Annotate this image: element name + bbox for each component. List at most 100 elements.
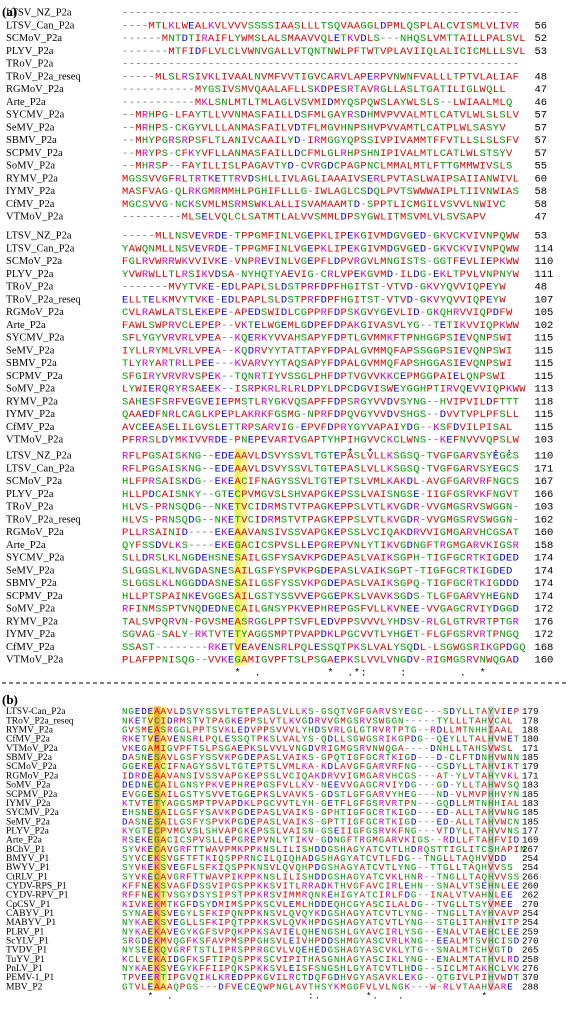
sequence-name: CfMV_P2a (6, 199, 55, 210)
sequence-name: RYMV_P2a (6, 396, 58, 407)
residue-position: 160 (534, 655, 553, 667)
sequence-name: RGMoV_P2a (6, 307, 64, 318)
sequence-name: SCMoV_P2a (6, 33, 62, 44)
residue-position: 265 (522, 945, 539, 956)
sequence: SYVKEKSVEGFLSFKIQSPPKNSVLQVQHPDGSHAGYATC… (122, 862, 513, 873)
sequence-name: Arte_P2a (6, 540, 46, 551)
sequence: EVGGESAILGSTYSVVETGGEPKSLVAVKS-GDSTLGFGA… (122, 789, 519, 800)
residue-position: 288 (522, 981, 539, 992)
residue-position: 171 (522, 770, 539, 781)
sequence: TALSVPQRVN-PGVSMEASRGGLPPTSVFLEDVPPSVVVL… (122, 616, 520, 628)
sequence: SSAST--------RKETVEAVENSRLPQLESSQTPKSLVA… (122, 642, 526, 654)
residue-position: 171 (522, 743, 539, 754)
residue-position: 185 (522, 807, 539, 818)
sequence-name: RYMV_P2a (6, 173, 58, 184)
residue-position: 57 (534, 122, 547, 134)
sequence-name: SoMV_P2a (6, 161, 55, 172)
residue-position: 53 (534, 46, 547, 58)
sequence-name: PLYV_P2a (6, 826, 50, 836)
sequence-name: SCMoV_P2a (6, 256, 62, 267)
sequence-name: TRoV_P2a_reseq (6, 71, 81, 82)
sequence-name: TRoV_P2a (6, 282, 54, 293)
sequence-name: IYMV_P2a (6, 799, 51, 809)
consensus-line: * . :. *. . * (122, 990, 487, 1001)
sequence-name: LTSV_NZ_P2a (6, 231, 72, 242)
sequence-name: CYDV-RPS_P1 (6, 881, 67, 891)
residue-position: 167 (534, 476, 553, 488)
sequence-name: PLYV_P2a (6, 269, 54, 280)
residue-position: 254 (522, 908, 539, 919)
sequence: SAHESFSRFVEGVEIEPMSTLRYGKVQSAPFFDPSRGYVV… (122, 396, 519, 408)
residue-position: 254 (522, 917, 539, 928)
residue-position: 179 (522, 761, 539, 772)
residue-position: 174 (534, 591, 553, 603)
residue-position: 169 (522, 835, 539, 846)
sequence-name: PLRV_P1 (6, 927, 45, 937)
residue-position: 171 (534, 463, 553, 475)
sequence-name: RGMoV_P2a (6, 771, 59, 781)
sequence-name: SCMoV_P2a (6, 476, 62, 487)
sequence-name: TuYV_P1 (6, 955, 45, 965)
residue-position: 57 (534, 135, 547, 147)
residue-position: 115 (534, 371, 553, 383)
sequence: --MRHPG-LFAYTLLVVNMASFAILLDSFMLGAYRSDHMV… (122, 110, 520, 122)
sequence: KIVKEKMTKGFDSYDMIMSPPKSCVLEMLHDDEQHCGYAS… (122, 899, 513, 910)
residue-position: 262 (522, 890, 539, 901)
residue-position: 110 (534, 256, 553, 268)
sequence: AVCEEASELILGVSLETTRPSARVIG-EPVFDPRYGYVAP… (122, 422, 512, 434)
sequence-name: SYCMV_P2a (6, 110, 65, 121)
residue-position: 370 (522, 972, 539, 983)
sequence: --MHRSP--FAYILLISLPAGAVTYD-CVRGDCPAGPNCL… (122, 161, 512, 173)
residue-position: 178 (522, 715, 539, 726)
sequence: VKEGAMIGVPFTSLPSGAEPKSLVVLVNGDVRIGMGSRVN… (122, 743, 513, 754)
residue-position: 102 (534, 320, 553, 332)
residue-position: 177 (522, 825, 539, 836)
residue-position: 115 (534, 409, 553, 421)
sequence-name: RGMoV_P2a (6, 527, 64, 538)
residue-position: 270 (522, 899, 539, 910)
sequence: DASNESAILGSFYSPVKPGDEPASLVAIKS-GPTTIGFGC… (122, 816, 519, 827)
sequence-name: LTSV_Can_P2a (6, 243, 75, 254)
sequence-name: IYMV_P2a (6, 409, 55, 420)
residue-position: 114 (534, 243, 553, 255)
residue-position: 270 (522, 935, 539, 946)
residue-position: 48 (534, 71, 547, 83)
sequence-name: CABYV_P1 (6, 909, 54, 919)
sequence-name: SeMV_P2a (6, 345, 55, 356)
sequence: IDRDEAAVANSIVSSVAPGKEPSSLVCIQAKDRVVIGMGA… (122, 770, 519, 781)
sequence: KYGTECPVMGVSLSHVAPGKEPSSLVAISN-GSEIIGFGS… (122, 825, 520, 836)
sequence-name: CtRLV_P1 (6, 872, 48, 882)
sequence-name: RGMoV_P2a (6, 84, 64, 95)
sequence-name: SoMV_P2a (6, 604, 55, 615)
sequence-name: CYDV-RPV_P1 (6, 891, 69, 901)
sequence-name: Arte_P2a (6, 320, 46, 331)
sequence-name: SoMV_P2a (6, 384, 55, 395)
residue-position: 107 (534, 294, 553, 306)
sequence: -------MTFIDFLVLCLVWNVGALLVTQNTNWLPFTWTV… (122, 46, 526, 58)
sequence: KCLYEKAIDGFKSFTIPQSPPKSCVIPITHASGNHAGYAS… (122, 954, 520, 965)
residue-position: 188 (522, 725, 539, 736)
sequence-name: SYCMV_P2a (6, 553, 65, 564)
sequence: GVSMEASRGGLPPTSVKLEDVPPSVVVLYHDSVRLGLGTR… (122, 725, 513, 736)
sequence: GTVLEAAAQPGS---DFVECEQWPNGLAVTHSYKMGGFVL… (122, 981, 513, 992)
residue-position: 115 (534, 422, 553, 434)
sequence-name: SCMoV_P2a (6, 762, 57, 772)
sequence: -------MVYTVKE-EDLPAPLSLDSTPRFDPFHGITST-… (122, 282, 506, 294)
sequence: QAAEDFNRLCAGLKPEPLAKRKFGSMG-NPRFDPQVGYVV… (122, 409, 519, 421)
sequence: DASNESAVLGSFYSSVKPGDEPASLVAIKS-GPQTIGFGC… (122, 752, 519, 763)
sequence: IYLLRYMLVRLVPEA--KQDRVYYTATTAPYFDPALGVMM… (122, 345, 512, 357)
sequence-name: SoMV_P2a (6, 781, 51, 791)
residue-position: 254 (522, 862, 539, 873)
sequence: ---------MLSELVQLCLSATMTLALVVSMMLDPSYGWL… (122, 212, 486, 224)
sequence: YVWRWLLTLRSIKVDSA-NYHQTYAEVIG-CRLVPEKGVM… (122, 269, 520, 281)
sequence: TLYRYARTRLLPEE---KVARVYYTAQSAPYFDPALGVMM… (122, 358, 512, 370)
sequence: LYWIERQRYRSAEEK--ISRPKRLRLRLDPYLDPCDGVIS… (122, 384, 526, 396)
sequence: ----MTLKLWEALKVLVVVSSSSIAASLLLTSQVAAGGLD… (122, 20, 520, 32)
sequence: ------MNTDTIRAIFLYWMSLALSMAAVVQLETKVDLS-… (122, 33, 526, 45)
sequence: MGSSVVGFRLTRTKETTRVDSHLLIVLAGLIAAAIVSERL… (122, 173, 519, 185)
residue-position: 110 (534, 451, 553, 463)
sequence-name: CfMV_P2a (6, 422, 55, 433)
residue-position: 57 (534, 110, 547, 122)
sequence-name: CpCSV_P1 (6, 900, 51, 910)
sequence-name: SBMV_P2a (6, 753, 53, 763)
